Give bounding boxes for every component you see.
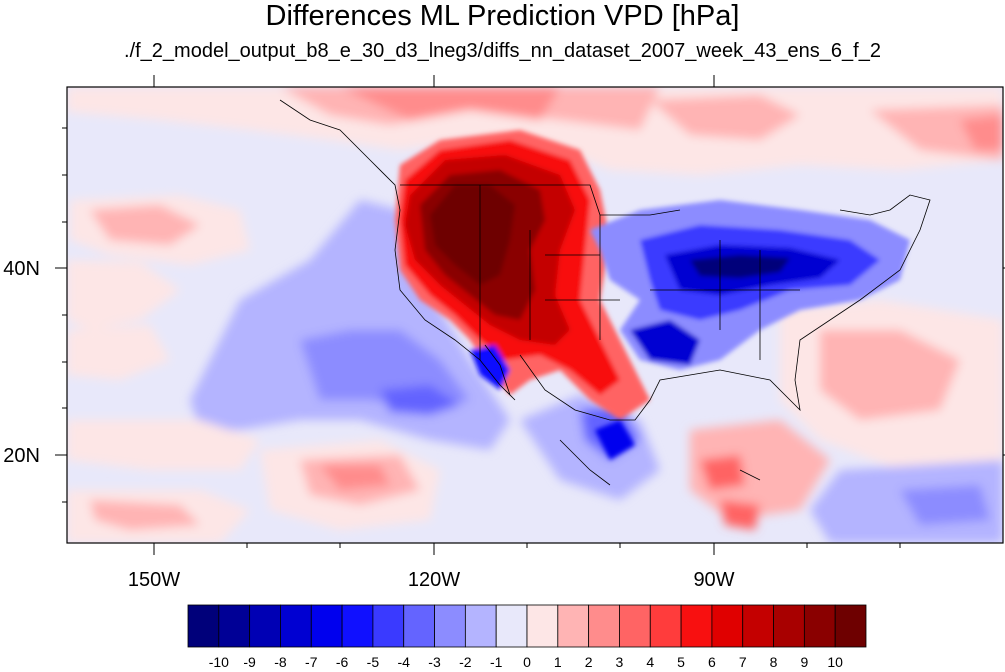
colorbar-tick-label: 8 bbox=[769, 654, 778, 670]
colorbar-swatch bbox=[803, 604, 836, 648]
colorbar-tick-label: -1 bbox=[489, 654, 503, 670]
axis-ticks bbox=[55, 75, 1005, 555]
colorbar-tick-label: -9 bbox=[243, 654, 256, 670]
colorbar-tick-label: -4 bbox=[397, 654, 410, 670]
colorbar-tick-label: 5 bbox=[677, 654, 685, 670]
colorbar-swatch bbox=[619, 604, 651, 648]
colorbar-tick-label: 0 bbox=[523, 654, 531, 670]
colorbar-swatch bbox=[495, 604, 528, 648]
colorbar-swatch bbox=[680, 604, 713, 648]
colorbar-swatch bbox=[187, 604, 220, 648]
colorbar-tick-label: 7 bbox=[738, 654, 747, 670]
map-title: Differences ML Prediction VPD [hPa] bbox=[265, 0, 740, 32]
colorbar-swatch bbox=[403, 604, 435, 648]
colorbar-swatch bbox=[526, 604, 559, 648]
colorbar-tick-label: 10 bbox=[827, 654, 843, 670]
colorbar-tick-label: 3 bbox=[615, 654, 624, 670]
colorbar-swatch bbox=[341, 604, 374, 648]
colorbar-tick-label: -10 bbox=[208, 654, 229, 670]
map-subtitle: ./f_2_model_output_b8_e_30_d3_lneg3/diff… bbox=[124, 40, 881, 62]
colorbar-swatch bbox=[372, 604, 405, 648]
colorbar-tick-label: -8 bbox=[274, 654, 287, 670]
colorbar-swatch bbox=[588, 604, 620, 648]
colorbar-tick-label: 6 bbox=[708, 654, 716, 670]
colorbar-tick-label: 4 bbox=[646, 654, 655, 670]
colorbar-swatch bbox=[280, 604, 312, 648]
colorbar-tick-label: 1 bbox=[553, 654, 562, 670]
colorbar-tick-label: 9 bbox=[800, 654, 809, 670]
colorbar-tick-label: -3 bbox=[428, 654, 441, 670]
colorbar-swatch bbox=[464, 604, 497, 648]
lon-label-90w: 90W bbox=[693, 569, 735, 591]
colorbar-swatch bbox=[557, 604, 590, 648]
colorbar-tick-label: -2 bbox=[459, 654, 472, 670]
colorbar-swatch bbox=[249, 604, 281, 648]
colorbar-swatch bbox=[834, 604, 867, 648]
lon-label-120w: 120W bbox=[407, 569, 461, 591]
colorbar-swatch bbox=[711, 604, 744, 648]
colorbar-tick-label: 2 bbox=[584, 654, 593, 670]
colorbar-tick-label: -6 bbox=[335, 654, 349, 670]
map-field bbox=[67, 87, 1003, 543]
lat-label-40n: 40N bbox=[3, 258, 40, 280]
colorbar-swatch bbox=[742, 604, 774, 648]
coastlines bbox=[279, 99, 931, 486]
colorbar-swatch bbox=[649, 604, 682, 648]
colorbar-tick-label: -5 bbox=[366, 654, 380, 670]
colorbar-swatch bbox=[773, 604, 805, 648]
lon-label-150w: 150W bbox=[127, 569, 181, 591]
colorbar bbox=[187, 604, 867, 648]
colorbar-swatch bbox=[310, 604, 343, 648]
colorbar-swatch bbox=[218, 604, 251, 648]
lat-label-20n: 20N bbox=[3, 445, 40, 467]
colorbar-swatch bbox=[434, 604, 466, 648]
colorbar-tick-label: -7 bbox=[305, 654, 318, 670]
